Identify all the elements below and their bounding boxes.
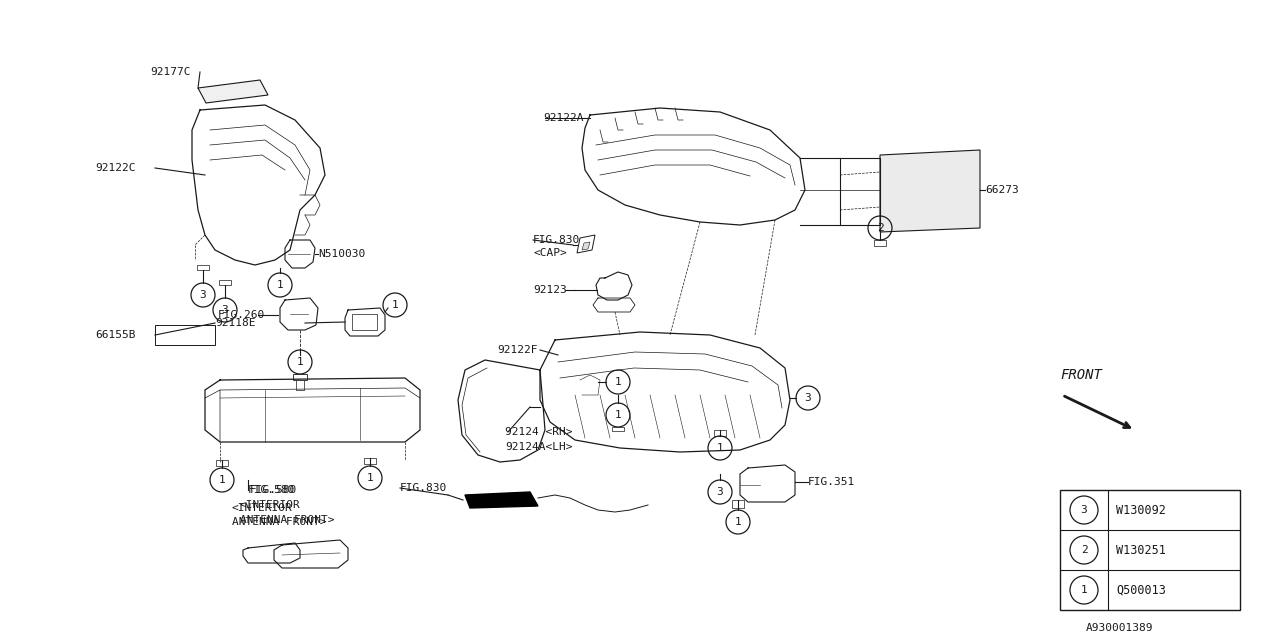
Text: 1: 1 bbox=[717, 443, 723, 453]
Text: 1: 1 bbox=[735, 517, 741, 527]
Text: FIG.580: FIG.580 bbox=[250, 485, 297, 495]
Text: 1: 1 bbox=[614, 377, 621, 387]
Text: W130092: W130092 bbox=[1116, 504, 1166, 516]
Text: 92124 <RH>: 92124 <RH> bbox=[506, 427, 572, 437]
Polygon shape bbox=[197, 265, 209, 270]
Text: FRONT: FRONT bbox=[1060, 368, 1102, 382]
Text: 1: 1 bbox=[1080, 585, 1088, 595]
Text: 1: 1 bbox=[276, 280, 283, 290]
Text: 1: 1 bbox=[297, 357, 303, 367]
Polygon shape bbox=[874, 240, 886, 246]
Text: 66155B: 66155B bbox=[95, 330, 136, 340]
Text: <CAP>: <CAP> bbox=[532, 248, 567, 258]
Polygon shape bbox=[364, 458, 376, 464]
Text: FIG.580: FIG.580 bbox=[248, 485, 296, 495]
Polygon shape bbox=[219, 280, 230, 285]
Text: 92122A: 92122A bbox=[543, 113, 584, 123]
Polygon shape bbox=[465, 492, 538, 508]
Polygon shape bbox=[296, 380, 305, 390]
Text: 3: 3 bbox=[221, 305, 228, 315]
Text: 2: 2 bbox=[877, 223, 883, 233]
Polygon shape bbox=[612, 427, 625, 431]
Polygon shape bbox=[714, 430, 726, 436]
Text: 1: 1 bbox=[219, 475, 225, 485]
Bar bbox=[155, 325, 215, 345]
Polygon shape bbox=[732, 500, 744, 508]
Text: 66273: 66273 bbox=[986, 185, 1019, 195]
Polygon shape bbox=[582, 242, 590, 250]
Text: 1: 1 bbox=[614, 410, 621, 420]
Text: 92177C: 92177C bbox=[150, 67, 191, 77]
Text: N510030: N510030 bbox=[317, 249, 365, 259]
Text: 92124A<LH>: 92124A<LH> bbox=[506, 442, 572, 452]
Text: <INTERIOR: <INTERIOR bbox=[241, 500, 301, 510]
Text: 3: 3 bbox=[805, 393, 812, 403]
Polygon shape bbox=[198, 80, 268, 103]
Text: FIG.260: FIG.260 bbox=[218, 310, 265, 320]
Text: FIG.351: FIG.351 bbox=[808, 477, 855, 487]
Text: <INTERIOR: <INTERIOR bbox=[232, 503, 293, 513]
Text: 2: 2 bbox=[1080, 545, 1088, 555]
Text: A930001389: A930001389 bbox=[1087, 623, 1153, 633]
Text: Q500013: Q500013 bbox=[1116, 584, 1166, 596]
Polygon shape bbox=[577, 235, 595, 253]
Text: ANTENNA FRONT>: ANTENNA FRONT> bbox=[232, 517, 326, 527]
Text: 3: 3 bbox=[1080, 505, 1088, 515]
Text: 1: 1 bbox=[366, 473, 374, 483]
Text: 92122C: 92122C bbox=[95, 163, 136, 173]
Text: ANTENNA FRONT>: ANTENNA FRONT> bbox=[241, 515, 334, 525]
Polygon shape bbox=[293, 374, 307, 380]
Polygon shape bbox=[881, 150, 980, 232]
Text: FIG.830: FIG.830 bbox=[399, 483, 447, 493]
Text: 1: 1 bbox=[392, 300, 398, 310]
Text: 92123: 92123 bbox=[532, 285, 567, 295]
Bar bbox=[1060, 490, 1240, 610]
Bar bbox=[352, 314, 378, 330]
Text: FIG.830: FIG.830 bbox=[532, 235, 580, 245]
Text: 3: 3 bbox=[717, 487, 723, 497]
Text: 3: 3 bbox=[200, 290, 206, 300]
Polygon shape bbox=[216, 460, 228, 466]
Text: 92118E: 92118E bbox=[215, 318, 256, 328]
Text: W130251: W130251 bbox=[1116, 543, 1166, 557]
Text: 92122F: 92122F bbox=[498, 345, 538, 355]
